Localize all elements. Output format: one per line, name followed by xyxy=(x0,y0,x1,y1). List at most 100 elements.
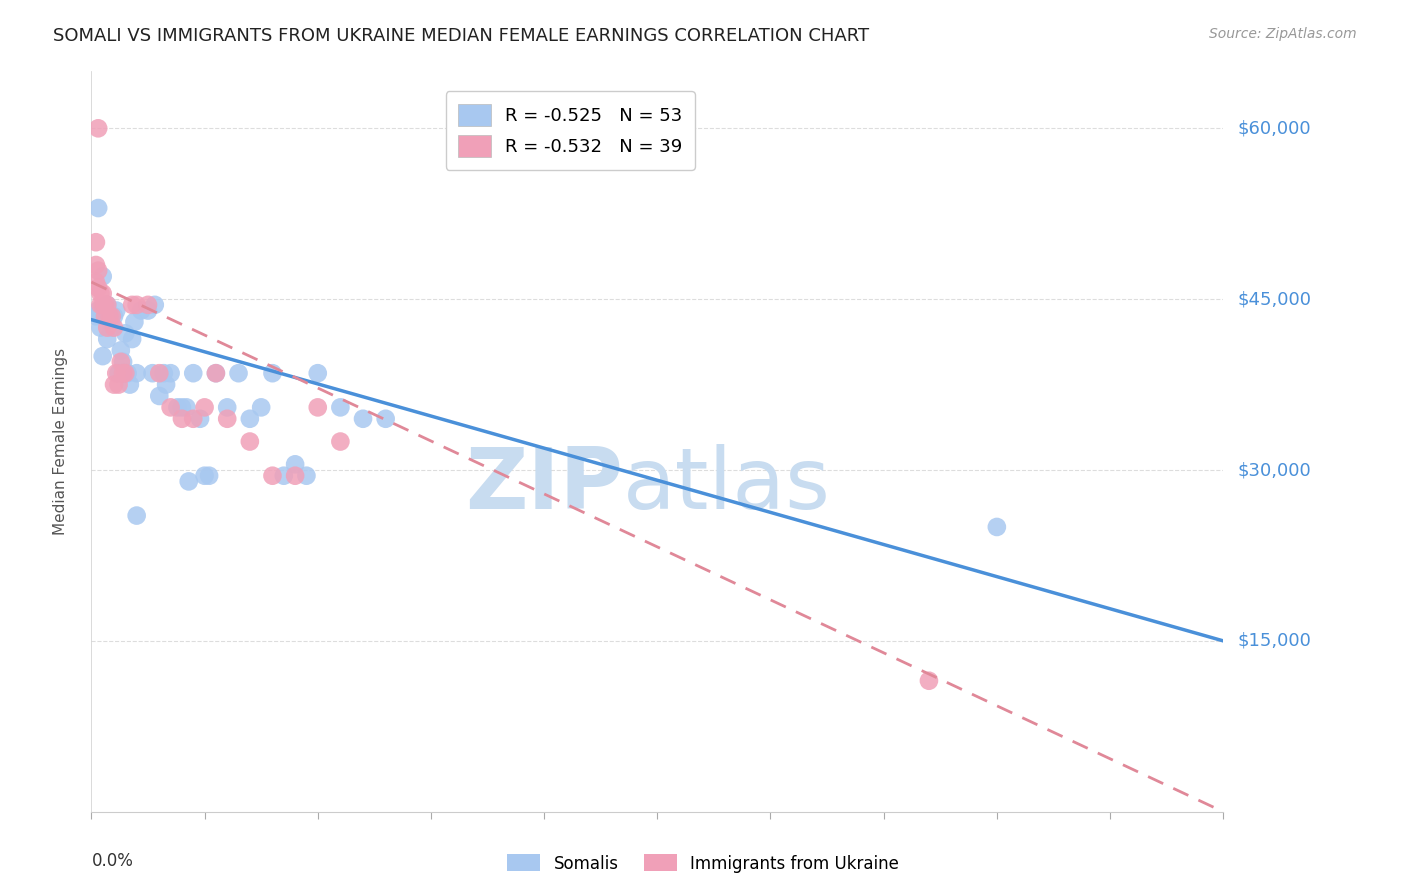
Point xyxy=(125,366,148,380)
Point xyxy=(205,366,228,380)
Text: Source: ZipAtlas.com: Source: ZipAtlas.com xyxy=(1209,27,1357,41)
Point xyxy=(124,315,146,329)
Point xyxy=(112,355,135,369)
Point xyxy=(284,458,307,472)
Point xyxy=(177,475,200,489)
Point xyxy=(100,310,122,324)
Text: $45,000: $45,000 xyxy=(1237,290,1312,308)
Point xyxy=(193,468,217,483)
Point xyxy=(153,366,176,380)
Point xyxy=(307,366,329,380)
Point xyxy=(84,275,107,289)
Point xyxy=(87,201,110,215)
Point xyxy=(148,389,170,403)
Point xyxy=(114,326,136,341)
Point xyxy=(89,298,111,312)
Point xyxy=(118,377,141,392)
Point xyxy=(87,303,110,318)
Point xyxy=(100,320,122,334)
Point xyxy=(170,411,193,425)
Point xyxy=(170,401,193,415)
Point xyxy=(176,401,198,415)
Point xyxy=(155,377,177,392)
Point xyxy=(918,673,941,688)
Point xyxy=(141,366,163,380)
Point xyxy=(228,366,250,380)
Point xyxy=(121,298,143,312)
Point xyxy=(329,401,352,415)
Point xyxy=(307,401,329,415)
Point xyxy=(94,298,117,312)
Point xyxy=(188,411,211,425)
Point xyxy=(117,366,139,380)
Y-axis label: Median Female Earnings: Median Female Earnings xyxy=(53,348,67,535)
Point xyxy=(352,411,374,425)
Point xyxy=(87,263,110,277)
Point xyxy=(143,298,166,312)
Point xyxy=(103,377,125,392)
Point xyxy=(181,366,204,380)
Point xyxy=(239,411,262,425)
Point xyxy=(107,377,129,392)
Text: $30,000: $30,000 xyxy=(1237,461,1310,479)
Point xyxy=(96,332,118,346)
Point xyxy=(110,343,132,358)
Point xyxy=(166,401,188,415)
Point xyxy=(107,366,129,380)
Point xyxy=(217,401,239,415)
Point xyxy=(273,468,295,483)
Text: SOMALI VS IMMIGRANTS FROM UKRAINE MEDIAN FEMALE EARNINGS CORRELATION CHART: SOMALI VS IMMIGRANTS FROM UKRAINE MEDIAN… xyxy=(53,27,869,45)
Point xyxy=(986,520,1008,534)
Point xyxy=(94,303,117,318)
Point xyxy=(89,286,111,301)
Point xyxy=(239,434,262,449)
Point xyxy=(217,411,239,425)
Point xyxy=(91,349,114,363)
Point xyxy=(125,298,148,312)
Point xyxy=(205,366,228,380)
Point xyxy=(114,366,136,380)
Point xyxy=(262,468,284,483)
Point xyxy=(98,310,121,324)
Point xyxy=(136,298,159,312)
Point xyxy=(329,434,352,449)
Point xyxy=(262,366,284,380)
Point xyxy=(284,468,307,483)
Text: $60,000: $60,000 xyxy=(1237,120,1310,137)
Point xyxy=(94,310,117,324)
Point xyxy=(129,303,152,318)
Point xyxy=(193,401,217,415)
Point xyxy=(91,286,114,301)
Point xyxy=(110,355,132,369)
Point xyxy=(198,468,221,483)
Point xyxy=(295,468,318,483)
Point xyxy=(159,366,181,380)
Point xyxy=(105,366,128,380)
Point xyxy=(84,258,107,272)
Point xyxy=(181,411,204,425)
Legend: Somalis, Immigrants from Ukraine: Somalis, Immigrants from Ukraine xyxy=(501,847,905,880)
Point xyxy=(112,366,135,380)
Text: ZIP: ZIP xyxy=(465,444,623,527)
Point xyxy=(98,310,121,324)
Legend: R = -0.525   N = 53, R = -0.532   N = 39: R = -0.525 N = 53, R = -0.532 N = 39 xyxy=(446,92,695,169)
Point xyxy=(121,332,143,346)
Point xyxy=(148,366,170,380)
Point xyxy=(89,320,111,334)
Point xyxy=(103,310,125,324)
Point xyxy=(84,310,107,324)
Point xyxy=(136,303,159,318)
Point xyxy=(96,298,118,312)
Point xyxy=(125,508,148,523)
Point xyxy=(105,303,128,318)
Point xyxy=(250,401,273,415)
Point xyxy=(374,411,396,425)
Point xyxy=(96,320,118,334)
Point xyxy=(91,269,114,284)
Text: $15,000: $15,000 xyxy=(1237,632,1310,650)
Text: 0.0%: 0.0% xyxy=(91,853,134,871)
Point xyxy=(91,298,114,312)
Point xyxy=(87,121,110,136)
Text: atlas: atlas xyxy=(623,444,831,527)
Point xyxy=(159,401,181,415)
